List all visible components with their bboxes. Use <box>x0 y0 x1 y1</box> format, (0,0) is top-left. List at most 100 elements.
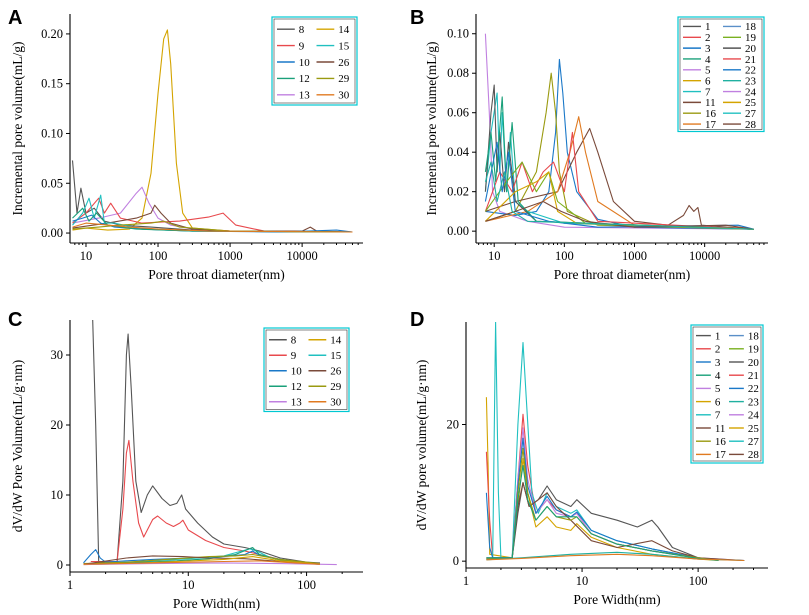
legend-label: 24 <box>748 410 760 422</box>
legend-label: 2 <box>715 344 721 356</box>
legend-label: 25 <box>745 97 757 109</box>
legend-label: 11 <box>705 97 716 109</box>
legend-label: 23 <box>748 396 760 408</box>
legend-label: 28 <box>745 119 757 131</box>
legend-label: 16 <box>715 436 727 448</box>
series-line-29 <box>72 220 353 233</box>
legend-inner-frame <box>692 326 762 462</box>
x-tick-label: 1000 <box>218 249 243 263</box>
legend-label: 20 <box>745 43 757 55</box>
legend-frame <box>263 327 350 413</box>
legend-label: 26 <box>338 57 350 69</box>
y-tick-label: 0.10 <box>447 27 469 41</box>
legend-label: 17 <box>715 449 727 461</box>
legend-label: 24 <box>745 86 757 98</box>
y-tick-label: 20 <box>447 418 460 432</box>
y-tick-label: 0.05 <box>41 176 63 190</box>
series-line-26 <box>83 555 321 565</box>
series-line-9 <box>72 197 353 233</box>
x-tick-label: 100 <box>149 249 168 263</box>
legend-label: 29 <box>338 73 350 85</box>
legend-label: 26 <box>330 366 342 378</box>
panel-a: A 10 100 1000 10000 0.00 0.05 0.10 0.15 0.20 Pore … <box>8 7 363 282</box>
x-axis-title: Pore Width(nm) <box>173 596 260 611</box>
legend-label: 13 <box>299 90 311 102</box>
x-tick-label: 100 <box>689 574 708 588</box>
panel-c: C 1 10 100 0 10 20 30 Pore Width(nm) dV/dW Pore V… <box>8 309 363 611</box>
series-line-2 <box>484 131 754 230</box>
legend-label: 19 <box>748 344 760 356</box>
legend-label: 3 <box>715 357 721 369</box>
x-axis-title: Pore throat diameter(nm) <box>148 267 284 282</box>
legend-label: 17 <box>705 119 717 131</box>
series-line-30 <box>72 222 353 233</box>
x-tick-label: 10 <box>182 578 195 592</box>
y-tick-label: 0.06 <box>447 106 469 120</box>
series-line-5 <box>484 33 754 230</box>
panel-letter: D <box>410 309 424 331</box>
y-tick-label: 10 <box>51 488 64 502</box>
legend-label: 30 <box>338 90 350 102</box>
legend-label: 25 <box>748 423 760 435</box>
legend-label: 7 <box>705 86 711 98</box>
legend: 8 14 9 15 10 26 12 29 13 30 <box>271 16 358 106</box>
y-tick-label: 0.08 <box>447 66 469 80</box>
legend: 1 18 2 19 3 20 4 21 5 22 6 23 7 24 11 25 16 27 17 28 <box>677 16 765 133</box>
legend-label: 5 <box>715 383 721 395</box>
y-axis-title: Incremental pore volume(mL/g) <box>10 42 25 216</box>
legend-label: 14 <box>338 24 350 36</box>
y-axis-title: dV/dW Pore Volume(mL/g·nm) <box>10 360 25 533</box>
legend-label: 2 <box>705 32 711 44</box>
legend-label: 15 <box>338 40 350 52</box>
panel-letter: C <box>8 309 22 331</box>
legend-inner-frame <box>265 329 348 410</box>
legend-label: 8 <box>291 335 297 347</box>
legend-label: 21 <box>745 54 756 66</box>
x-tick-label: 10 <box>80 249 93 263</box>
y-tick-label: 0 <box>453 554 459 568</box>
series-line-1 <box>484 84 754 230</box>
legend-label: 29 <box>330 381 342 393</box>
legend-label: 27 <box>745 108 757 120</box>
y-tick-label: 0.04 <box>447 145 470 159</box>
legend-label: 23 <box>745 75 757 87</box>
x-tick-label: 10000 <box>286 249 317 263</box>
legend-label: 4 <box>705 54 711 66</box>
y-tick-label: 0.00 <box>447 224 469 238</box>
series-line-11 <box>486 482 745 562</box>
x-tick-label: 10 <box>488 249 501 263</box>
legend-label: 22 <box>745 65 756 77</box>
legend-frame <box>690 324 764 464</box>
legend-inner-frame <box>273 18 356 104</box>
y-tick-label: 20 <box>51 418 64 432</box>
series-line-4 <box>484 96 754 230</box>
x-axis-title: Pore Width(nm) <box>573 592 660 607</box>
y-axis-title: Incremental pore volume(mL/g) <box>424 42 439 216</box>
legend-label: 19 <box>745 32 757 44</box>
y-tick-label: 0.10 <box>41 126 63 140</box>
x-tick-label: 100 <box>297 578 316 592</box>
legend-label: 9 <box>299 40 305 52</box>
y-tick-label: 0.20 <box>41 27 63 41</box>
legend: 8 14 9 15 10 26 12 29 13 30 <box>263 327 350 413</box>
series-line-4 <box>486 464 719 562</box>
legend-label: 27 <box>748 436 760 448</box>
y-tick-label: 0.02 <box>447 185 469 199</box>
legend-label: 28 <box>748 449 760 461</box>
y-tick-label: 30 <box>51 348 64 362</box>
series-line-9 <box>90 439 321 565</box>
series-line-3 <box>485 58 754 230</box>
series-line-29 <box>83 553 321 565</box>
legend-label: 13 <box>291 397 303 409</box>
legend-label: 4 <box>715 370 721 382</box>
legend-label: 10 <box>299 57 311 69</box>
legend-label: 30 <box>330 397 342 409</box>
legend-label: 21 <box>748 370 759 382</box>
series-line-11 <box>485 127 754 230</box>
legend-label: 11 <box>715 423 726 435</box>
series-line-23 <box>484 161 754 230</box>
legend-frame <box>677 16 765 133</box>
legend-label: 8 <box>299 24 305 36</box>
x-tick-label: 10 <box>576 574 589 588</box>
panel-letter: A <box>8 7 22 29</box>
